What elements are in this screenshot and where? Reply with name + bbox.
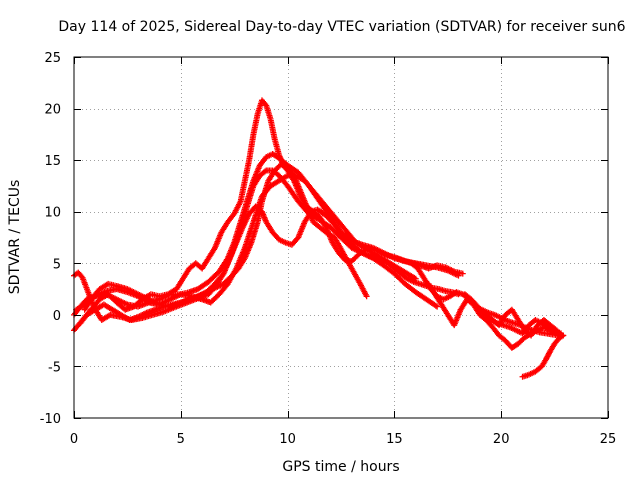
axis-ticks: 0 5 10 15 20 25 -10 -5 0 5 10 15 20 25 xyxy=(40,51,617,447)
x-tick-label: 25 xyxy=(600,432,617,447)
y-tick-label: 25 xyxy=(44,51,61,66)
series-track-11 xyxy=(519,332,567,380)
series-track-6 xyxy=(73,172,419,313)
data-point-marker xyxy=(91,294,98,301)
series-track-2 xyxy=(81,161,370,313)
y-tick-label: 20 xyxy=(44,103,61,118)
series-track-3 xyxy=(71,167,441,324)
series-track-1 xyxy=(71,150,462,318)
x-tick-label: 10 xyxy=(279,432,296,447)
y-tick-label: 10 xyxy=(44,206,61,221)
data-point-marker xyxy=(363,293,370,300)
x-tick-label: 5 xyxy=(177,432,185,447)
x-tick-label: 20 xyxy=(493,432,510,447)
y-tick-label: -5 xyxy=(48,360,61,375)
series-track-4 xyxy=(71,97,466,334)
x-tick-label: 15 xyxy=(386,432,403,447)
data-markers xyxy=(71,97,567,380)
x-axis-label: GPS time / hours xyxy=(282,459,399,475)
y-tick-label: 15 xyxy=(44,154,61,169)
x-tick-label: 0 xyxy=(70,432,78,447)
data-point-marker xyxy=(261,168,268,175)
grid-lines xyxy=(74,57,608,418)
y-tick-label: 0 xyxy=(53,309,61,324)
data-point-marker xyxy=(459,270,466,277)
data-point-marker xyxy=(412,275,419,282)
series-track-10 xyxy=(476,306,565,339)
chart-title: Day 114 of 2025, Sidereal Day-to-day VTE… xyxy=(58,19,625,35)
data-point-marker xyxy=(434,303,441,310)
y-axis-label: SDTVAR / TECUs xyxy=(7,180,23,295)
y-tick-label: 5 xyxy=(53,257,61,272)
y-tick-label: -10 xyxy=(40,412,61,427)
plot-frame xyxy=(73,56,609,419)
data-point-marker xyxy=(432,302,439,309)
data-point-marker xyxy=(560,332,567,339)
